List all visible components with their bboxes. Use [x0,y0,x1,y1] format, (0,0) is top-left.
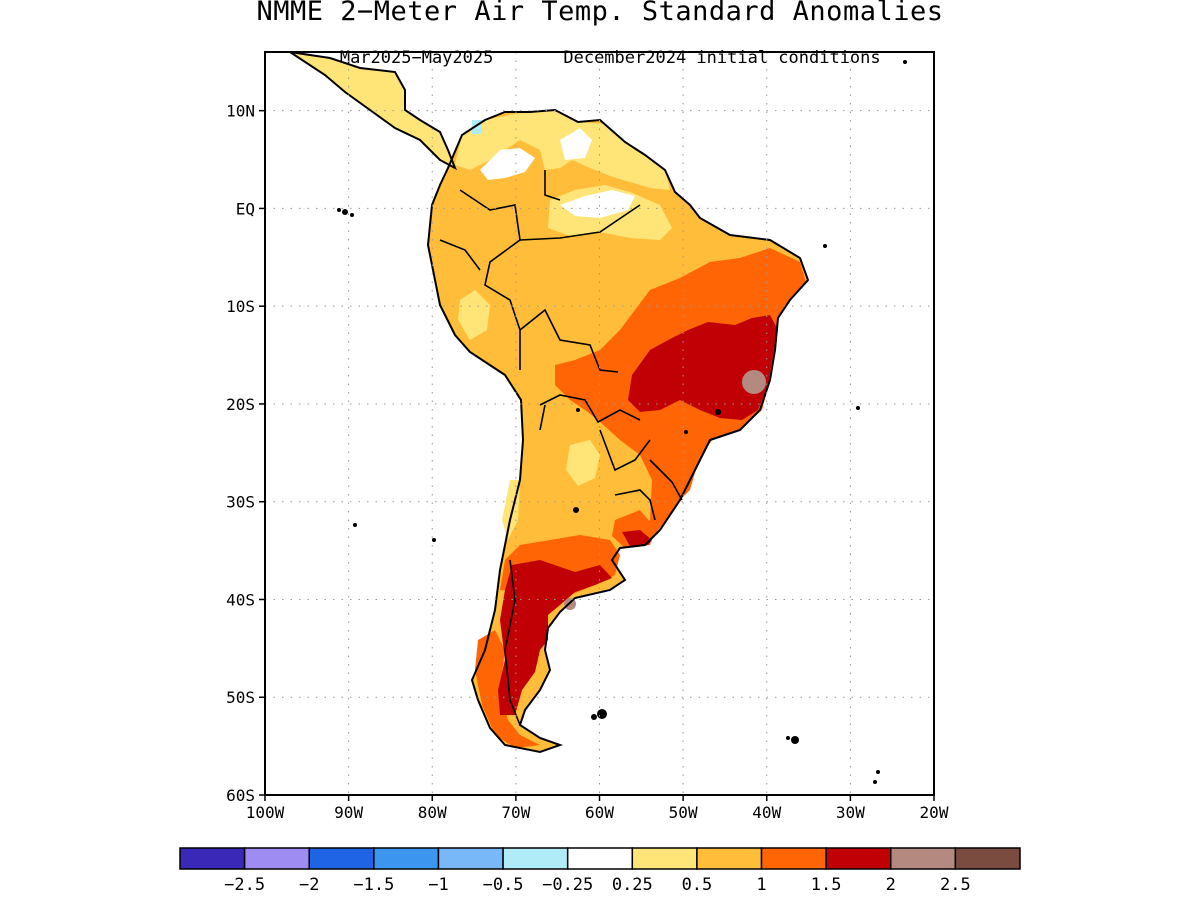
lat-tick-label: 10S [226,297,255,316]
central-america-land [290,52,455,168]
lat-tick-label: 10N [226,102,255,121]
anomaly-region-2-2.5-minas [742,370,766,394]
legend-swatch [373,847,440,870]
map-title: NMME 2−Meter Air Temp. Standard Anomalie… [256,0,944,27]
legend-label: −2.5 [224,875,265,895]
neutral-patch-venezuela [560,128,592,160]
anomaly-region-1.5-2-brazil [628,315,778,420]
legend-label: −1.5 [353,875,394,895]
lon-tick-label: 100W [246,803,285,822]
legend-swatch [502,847,569,870]
legend-swatch [954,847,1021,870]
lat-tick-label: 40S [226,590,255,609]
lat-tick-label: 60S [226,786,255,805]
legend-label: −2 [299,875,319,895]
legend-swatch [566,847,634,870]
color-legend: −2.5 −2 −1.5 −1 −0.5 −0.25 0.25 0.5 1 1.5 2 2.5 [179,847,1021,895]
legend-swatch [696,847,763,870]
central-america-coastline [289,52,457,171]
lon-tick-label: 50W [669,803,698,822]
lon-tick-label: 40W [752,803,781,822]
legend-swatch [825,847,892,870]
anomaly-region-1.5-2-la-plata [622,530,652,546]
neutral-patch-colombia [480,148,535,180]
lon-tick-label: 20W [920,803,949,822]
legend-swatch [243,847,310,870]
lon-tick-label: 80W [418,803,447,822]
anomaly-region-minus0.5 [472,120,482,134]
neutral-patch-guianas [560,190,635,218]
legend-label: 1 [756,875,766,895]
country-borders [439,170,683,726]
legend-label: 2 [886,875,896,895]
map-layer [289,52,907,784]
legend-swatch [308,847,375,870]
legend-label: −1 [428,875,448,895]
coastline [426,108,810,754]
legend-swatch [437,847,504,870]
anomaly-region-0.25-0.5-peru [458,290,490,340]
legend-label: −0.25 [542,875,593,895]
lat-tick-label: 20S [226,395,255,414]
legend-swatch [890,847,957,870]
lat-tick-label: 50S [226,688,255,707]
lon-tick-label: 90W [334,803,363,822]
legend-label: 0.5 [682,875,713,895]
legend-label: 1.5 [811,875,842,895]
lat-tick-label: 30S [226,493,255,512]
lon-tick-label: 60W [585,803,614,822]
legend-swatch [760,847,827,870]
anomaly-region-1.5-2-patagonia [498,560,612,715]
anomaly-region-0.25-0.5-argentina [566,440,600,486]
legend-swatch [631,847,698,870]
islands [337,60,907,784]
lon-tick-label: 30W [836,803,865,822]
anomaly-region-1-1.5-patagonia [475,630,540,748]
lat-tick-label: EQ [236,199,255,218]
legend-swatch [179,847,246,870]
legend-label: −0.5 [483,875,524,895]
lon-tick-label: 70W [501,803,530,822]
legend-label: 0.25 [612,875,653,895]
legend-label: 2.5 [940,875,971,895]
